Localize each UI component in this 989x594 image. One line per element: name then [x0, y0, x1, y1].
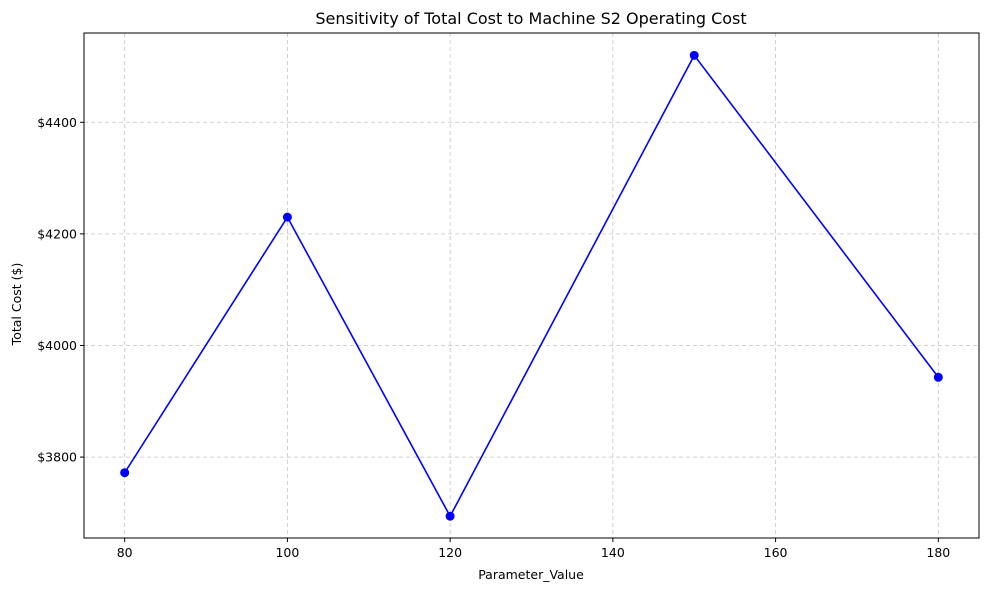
data-point	[933, 372, 943, 382]
x-tick-label: 80	[117, 545, 133, 560]
y-tick-label: $4000	[37, 338, 77, 353]
y-axis-label: Total Cost ($)	[9, 263, 24, 347]
x-tick-label: 100	[275, 545, 299, 560]
data-point	[282, 212, 292, 222]
x-tick-label: 140	[601, 545, 625, 560]
y-axis: $3800 $4000 $4200 $4400	[37, 115, 84, 465]
data-point	[120, 468, 130, 478]
chart-title: Sensitivity of Total Cost to Machine S2 …	[315, 9, 746, 28]
y-tick-label: $4400	[37, 115, 77, 130]
data-point	[445, 511, 455, 521]
x-tick-label: 180	[926, 545, 950, 560]
x-axis: 80 100 120 140 160 180	[117, 538, 950, 560]
grid	[84, 33, 979, 538]
x-tick-label: 160	[764, 545, 788, 560]
plot-frame	[83, 32, 980, 539]
data-point	[689, 50, 699, 60]
series-line	[124, 53, 939, 518]
y-tick-label: $4200	[37, 226, 77, 241]
x-axis-label: Parameter_Value	[478, 567, 584, 582]
y-tick-label: $3800	[37, 450, 77, 465]
series-layer	[120, 50, 943, 521]
x-tick-label: 120	[438, 545, 462, 560]
